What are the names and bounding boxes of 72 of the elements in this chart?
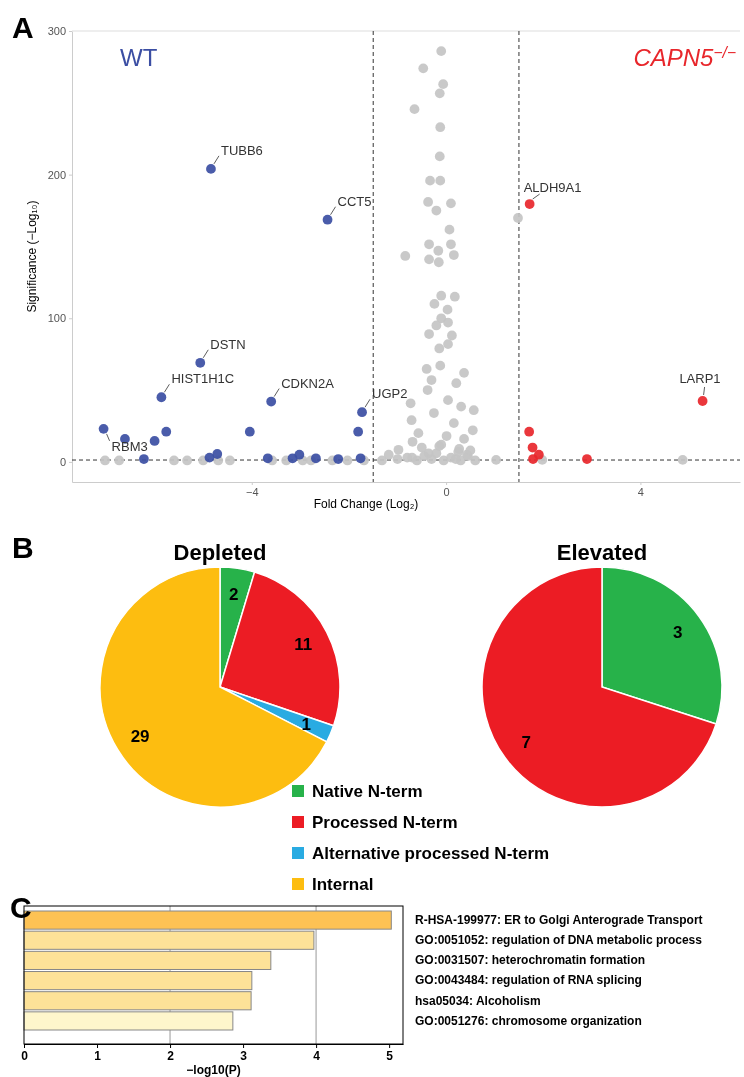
annotation: RBM3 xyxy=(111,438,148,454)
annotation: C xyxy=(10,891,32,924)
annotation: CCT5 xyxy=(337,193,372,209)
y-tick-label: R-HSA-199977: ER to Golgi Anterograde Transport xyxy=(415,912,703,927)
annotation: UGP2 xyxy=(372,386,408,402)
data-label: 3 xyxy=(672,622,683,642)
y-tick-label: hsa05034: Alcoholism xyxy=(415,993,541,1008)
chart-title: Elevated xyxy=(556,540,648,565)
point xyxy=(212,449,223,459)
x-tick-label: 4 xyxy=(313,1048,321,1063)
annotation: WT xyxy=(120,44,158,71)
point xyxy=(139,454,149,464)
annotation: CDKN2A xyxy=(281,375,335,391)
chart-title: Depleted xyxy=(173,540,267,565)
y-tick-label: 0 xyxy=(59,455,66,468)
y-tick-label: GO:0031507: heterochromatin formation xyxy=(415,953,646,968)
annotation: ALDH9A1 xyxy=(523,180,582,196)
legend-label: Processed N-term xyxy=(312,813,458,832)
y-axis-title: Significance (−Log₁₀) xyxy=(25,200,39,313)
text: B xyxy=(12,531,34,564)
point xyxy=(149,436,160,446)
point xyxy=(206,164,216,174)
point xyxy=(533,449,544,460)
x-axis-title: Fold Change (Log₂) xyxy=(313,497,419,511)
x-tick-label: 3 xyxy=(240,1048,248,1063)
point xyxy=(266,396,277,407)
y-tick-label: 300 xyxy=(47,25,66,38)
y-tick-label: GO:0051276: chromosome organization xyxy=(415,1013,642,1028)
y-tick-label: 100 xyxy=(47,312,66,325)
annotation: LARP1 xyxy=(679,370,721,386)
data-label: 11 xyxy=(294,635,313,655)
legend-label: Alternative processed N-term xyxy=(312,844,550,863)
data-label: 7 xyxy=(521,732,532,752)
point xyxy=(98,423,109,434)
x-tick-label: 4 xyxy=(637,485,644,498)
point xyxy=(161,426,172,437)
point xyxy=(582,454,592,464)
x-tick-label: 0 xyxy=(443,485,450,498)
point xyxy=(355,453,366,464)
point xyxy=(357,407,367,418)
point xyxy=(262,453,273,464)
x-tick-label: 1 xyxy=(94,1048,102,1063)
annotation: DSTN xyxy=(210,336,246,352)
legend-label: Internal xyxy=(312,875,374,894)
y-tick-label: GO:0051052: regulation of DNA metabolic process xyxy=(415,933,703,948)
point xyxy=(156,392,167,403)
x-tick-label: 5 xyxy=(386,1048,394,1063)
point xyxy=(333,454,344,464)
text: A xyxy=(12,11,34,44)
data-label: 2 xyxy=(228,585,239,605)
point xyxy=(294,449,305,460)
data-label: 29 xyxy=(130,726,150,746)
x-tick-label: 2 xyxy=(167,1048,175,1063)
x-tick-label: −4 xyxy=(245,485,259,498)
point xyxy=(322,214,333,225)
point xyxy=(353,426,364,437)
point xyxy=(244,426,255,437)
y-tick-label: GO:0043484: regulation of RNA splicing xyxy=(415,973,642,988)
point xyxy=(310,453,321,464)
point xyxy=(195,357,206,368)
annotation: TUBB6 xyxy=(220,142,263,158)
x-axis-title: −log10(P) xyxy=(186,1063,241,1077)
data-label: 1 xyxy=(301,714,311,734)
annotation: CAPN5$^{−/−}$ xyxy=(633,43,736,71)
point xyxy=(697,396,708,406)
y-tick-label: 200 xyxy=(47,168,66,181)
point xyxy=(524,199,535,209)
x-tick-label: 0 xyxy=(21,1048,29,1063)
point xyxy=(527,442,538,453)
annotation: HIST1H1C xyxy=(171,371,235,387)
point xyxy=(524,426,535,437)
legend-label: Native N-term xyxy=(312,782,423,801)
